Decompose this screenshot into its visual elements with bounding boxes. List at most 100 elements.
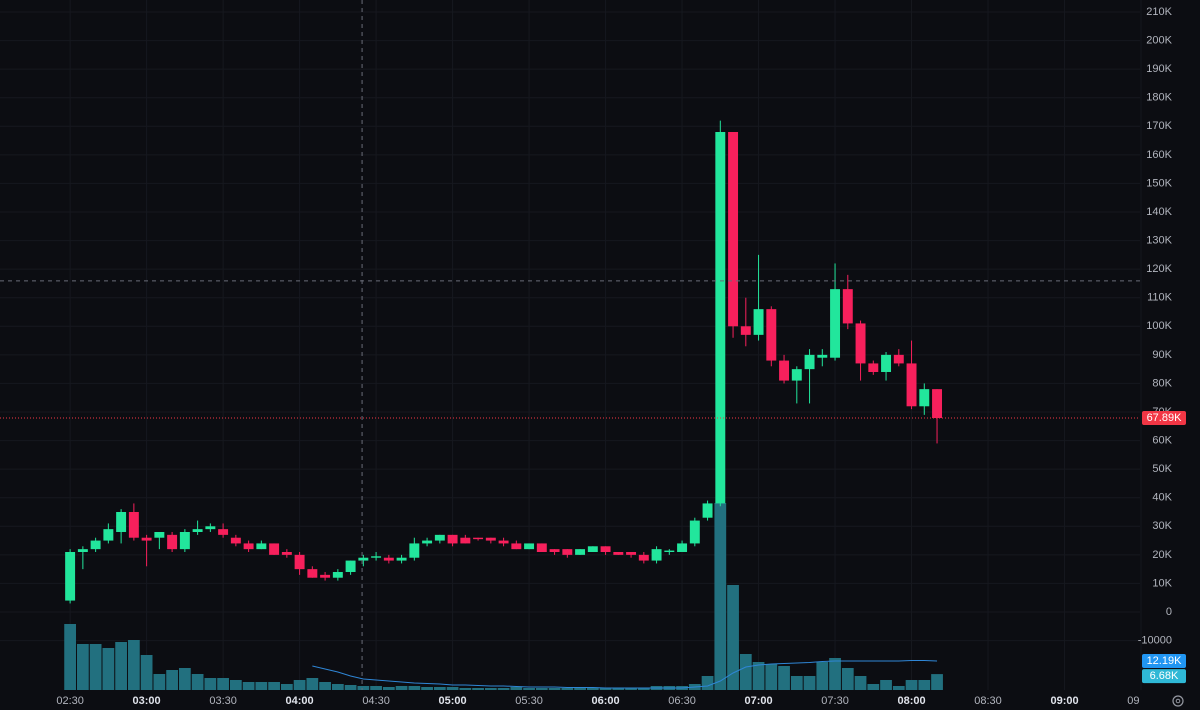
candle-body <box>906 363 917 407</box>
volume-bar <box>344 685 357 690</box>
volume-bar <box>892 686 905 690</box>
candle-body <box>638 554 649 561</box>
price-badge-label: 6.68K <box>1150 670 1179 682</box>
candle-body <box>511 543 522 550</box>
candle-body <box>766 309 777 361</box>
volume-bar <box>918 680 931 690</box>
volume-bar <box>102 648 115 690</box>
candle-body <box>753 309 764 335</box>
y-tick-label: 20K <box>1152 549 1172 561</box>
candle-body <box>77 549 88 552</box>
candle-body <box>320 574 331 578</box>
candle-body <box>868 363 879 372</box>
x-tick-label: 05:00 <box>439 695 467 707</box>
volume-bar <box>586 688 599 690</box>
y-tick-label: 90K <box>1152 349 1172 361</box>
volume-bar <box>854 676 867 690</box>
volume-bar <box>701 676 714 690</box>
candle-body <box>218 529 229 535</box>
candle-body <box>524 543 535 550</box>
volume-bar <box>790 676 803 690</box>
y-tick-label: 40K <box>1152 492 1172 504</box>
y-tick-label: 180K <box>1146 92 1172 104</box>
price-badge-label: 67.89K <box>1147 412 1183 424</box>
volume-bar <box>408 686 421 690</box>
x-axis: 02:30 03:00 03:30 04:00 04:30 05:00 05:30 06:00… <box>56 695 1140 707</box>
x-tick-label: 08:30 <box>974 695 1002 707</box>
volume-bar <box>880 680 892 690</box>
volume-bar <box>446 687 459 690</box>
candle-body <box>715 132 726 504</box>
price-badge-label: 12.19K <box>1147 655 1183 667</box>
volume-bar <box>191 674 204 690</box>
volume-bar <box>115 642 127 690</box>
candle-body <box>893 354 904 364</box>
volume-bar <box>306 678 319 690</box>
volume-bar <box>574 688 586 690</box>
volume-bar <box>535 688 548 690</box>
candle-body <box>702 503 713 518</box>
volume-bar <box>484 688 497 690</box>
candle-body <box>626 552 637 555</box>
candle-body <box>830 289 841 358</box>
candle-body <box>205 526 216 530</box>
y-tick-label: 10K <box>1152 577 1172 589</box>
volume-pane <box>64 503 943 690</box>
y-tick-label: 170K <box>1146 120 1172 132</box>
x-tick-label: 03:00 <box>133 695 161 707</box>
volume-bar <box>217 678 229 690</box>
candle-body <box>728 132 739 327</box>
volume-ma-line <box>312 660 938 689</box>
x-tick-label: 05:30 <box>515 695 543 707</box>
candle-body <box>281 552 292 555</box>
candle-body <box>740 326 751 335</box>
volume-bar <box>548 688 561 690</box>
volume-bar <box>370 686 382 690</box>
candle-body <box>498 540 509 544</box>
volume-bar <box>459 688 472 690</box>
x-tick-label: 06:30 <box>668 695 696 707</box>
candle-body <box>243 543 254 550</box>
y-tick-label: 160K <box>1146 149 1172 161</box>
candle-body <box>779 360 790 381</box>
candle-body <box>677 543 688 552</box>
y-tick-label: 0 <box>1166 606 1172 618</box>
candle-body <box>192 529 203 532</box>
settings-icon[interactable] <box>1172 695 1184 707</box>
volume-bar <box>421 687 433 690</box>
volume-bar <box>357 686 370 690</box>
x-tick-label: 04:30 <box>362 695 390 707</box>
candle-body <box>116 512 127 532</box>
volume-bar <box>727 585 739 690</box>
candle-body <box>536 543 547 552</box>
candle-body <box>613 552 624 555</box>
candle-body <box>358 557 369 561</box>
candle-body <box>307 569 318 578</box>
candle-body <box>473 537 484 540</box>
candle-body <box>422 540 433 544</box>
candle-body <box>651 549 662 561</box>
candle-body <box>855 323 866 364</box>
candle-body <box>600 546 611 552</box>
y-tick-label: 200K <box>1146 34 1172 46</box>
volume-bar <box>280 684 293 690</box>
y-tick-label: 120K <box>1146 263 1172 275</box>
candle-body <box>919 389 930 407</box>
y-tick-label: 110K <box>1147 292 1173 304</box>
x-tick-label: 07:30 <box>821 695 849 707</box>
volume-bar <box>625 688 637 690</box>
y-tick-label: 100K <box>1146 320 1172 332</box>
candle-body <box>485 537 496 541</box>
y-tick-label: 130K <box>1146 234 1172 246</box>
y-tick-label: -10000 <box>1138 634 1172 646</box>
candle-body <box>932 389 943 419</box>
volume-bar <box>153 674 166 690</box>
candle-body <box>179 532 190 550</box>
volume-bar <box>395 686 408 690</box>
y-tick-label: 30K <box>1152 520 1172 532</box>
candle-body <box>230 537 241 544</box>
volume-bar <box>319 682 331 690</box>
candle-body <box>447 534 458 544</box>
price-pane <box>0 0 1140 690</box>
